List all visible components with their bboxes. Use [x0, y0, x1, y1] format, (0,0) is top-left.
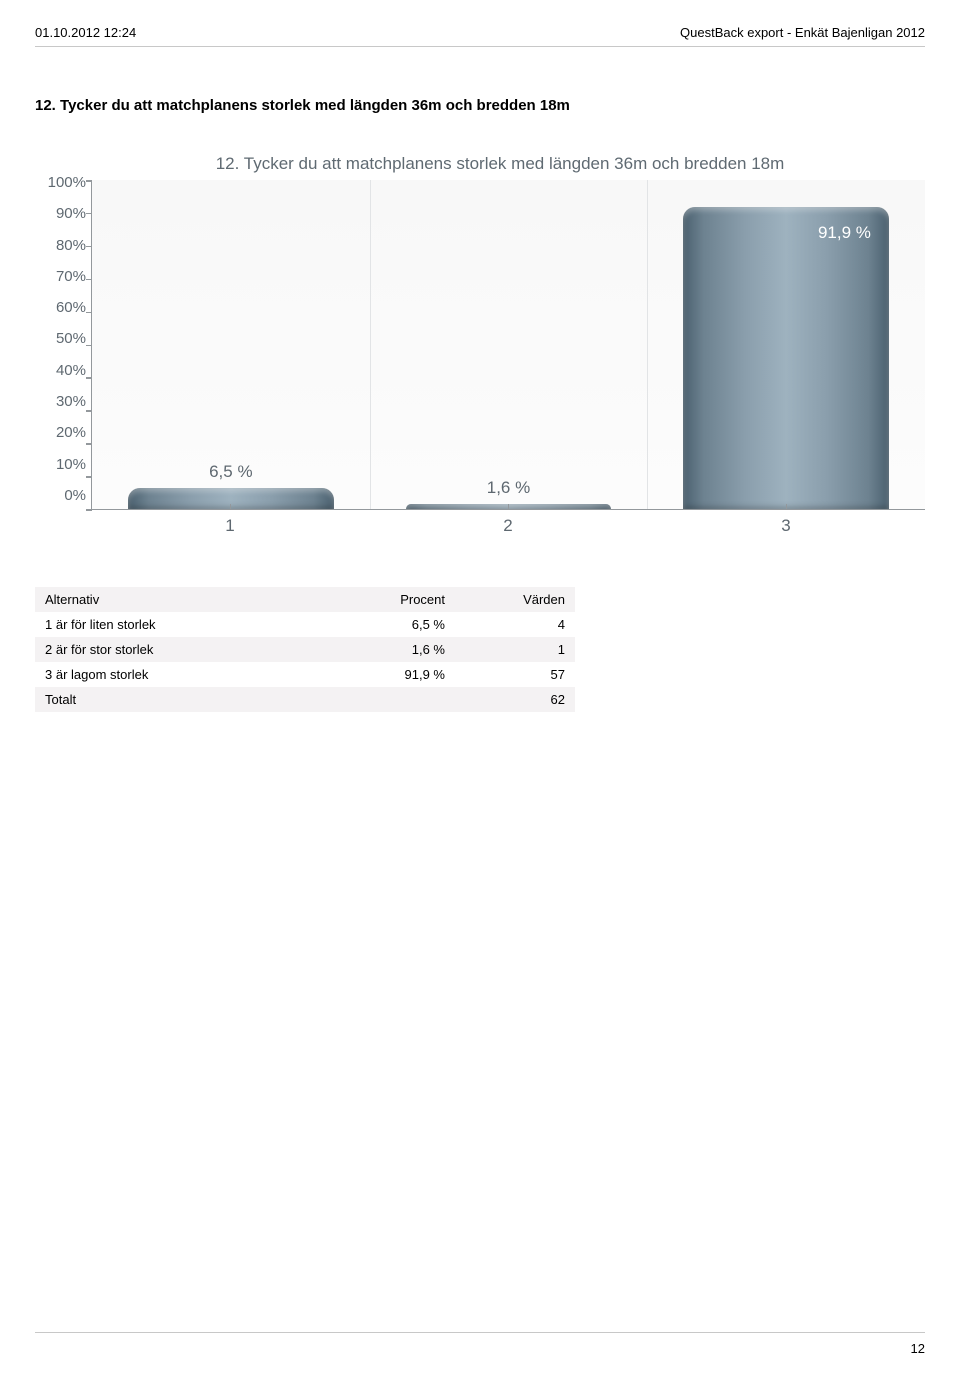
y-tick-label: 0% [64, 487, 86, 504]
plot-area: 6,5 % 1,6 % 91,9 % [91, 180, 925, 510]
table-row: 1 är för liten storlek6,5 %4 [35, 612, 575, 637]
question-title: 12. Tycker du att matchplanens storlek m… [35, 97, 925, 114]
y-tick-label: 40% [56, 362, 86, 379]
bar-value-label: 1,6 % [487, 478, 530, 498]
table-cell: 91,9 % [315, 662, 455, 687]
header-timestamp: 01.10.2012 12:24 [35, 25, 136, 40]
bar: 91,9 % [683, 207, 888, 509]
y-axis: 100% 90% 80% 70% 60% 50% 40% 30% 20% 10% 0% [35, 174, 91, 504]
bar-chart: 12. Tycker du att matchplanens storlek m… [35, 154, 925, 537]
y-tickmark [86, 345, 92, 347]
bar-value-label: 6,5 % [209, 462, 252, 482]
y-tick-label: 50% [56, 330, 86, 347]
gridline-vertical [647, 180, 648, 509]
table-cell: 1 är för liten storlek [35, 612, 315, 637]
col-alternativ: Alternativ [35, 587, 315, 612]
y-tickmark [86, 180, 92, 182]
page-number: 12 [911, 1341, 925, 1356]
gridline-vertical [370, 180, 371, 509]
x-tick-label: 3 [647, 510, 925, 536]
y-tickmark [86, 476, 92, 478]
y-tick-label: 30% [56, 393, 86, 410]
x-axis: 123 [91, 510, 925, 536]
bar-slot: 6,5 % [92, 180, 370, 509]
table-cell: 6,5 % [315, 612, 455, 637]
table-header-row: Alternativ Procent Värden [35, 587, 575, 612]
bar-slot: 1,6 % [370, 180, 648, 509]
table-cell: 1,6 % [315, 637, 455, 662]
table-cell [315, 687, 455, 712]
col-procent: Procent [315, 587, 455, 612]
table-row: 2 är för stor storlek1,6 %1 [35, 637, 575, 662]
y-tick-label: 100% [48, 174, 86, 191]
y-tick-label: 60% [56, 299, 86, 316]
y-tickmark [86, 443, 92, 445]
table-cell: 62 [455, 687, 575, 712]
y-tick-label: 10% [56, 456, 86, 473]
y-tickmark [86, 246, 92, 248]
header-source: QuestBack export - Enkät Bajenligan 2012 [680, 25, 925, 40]
table-row: Totalt 62 [35, 687, 575, 712]
bar-slot: 91,9 % [647, 180, 925, 509]
table-cell: 4 [455, 612, 575, 637]
x-tick-label: 2 [369, 510, 647, 536]
y-tick-label: 80% [56, 237, 86, 254]
table-cell: Totalt [35, 687, 315, 712]
bar-value-label: 91,9 % [818, 223, 871, 243]
col-varden: Värden [455, 587, 575, 612]
y-tickmark [86, 213, 92, 215]
table-cell: 2 är för stor storlek [35, 637, 315, 662]
x-tick-label: 1 [91, 510, 369, 536]
bars-container: 6,5 % 1,6 % 91,9 % [92, 180, 925, 509]
table-cell: 3 är lagom storlek [35, 662, 315, 687]
y-tick-label: 90% [56, 205, 86, 222]
table-row: 3 är lagom storlek91,9 %57 [35, 662, 575, 687]
page-header: 01.10.2012 12:24 QuestBack export - Enkä… [35, 0, 925, 47]
y-tickmark [86, 312, 92, 314]
y-tickmark [86, 279, 92, 281]
chart-title: 12. Tycker du att matchplanens storlek m… [75, 154, 925, 174]
y-tickmark [86, 410, 92, 412]
page-footer: 12 [35, 1332, 925, 1376]
y-tick-label: 70% [56, 268, 86, 285]
data-table: Alternativ Procent Värden 1 är för liten… [35, 587, 575, 712]
table-cell: 1 [455, 637, 575, 662]
y-tickmark [86, 377, 92, 379]
table-cell: 57 [455, 662, 575, 687]
y-tick-label: 20% [56, 424, 86, 441]
